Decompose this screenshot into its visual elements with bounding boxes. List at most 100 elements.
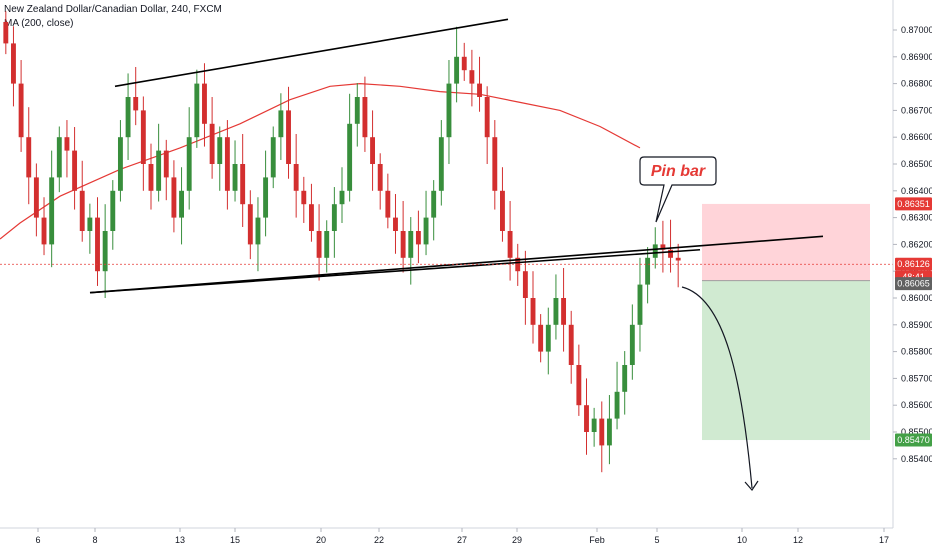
candle-body[interactable]: [240, 164, 246, 205]
candle-body[interactable]: [553, 298, 559, 325]
projection-curve[interactable]: [681, 286, 753, 489]
lower-extension-line[interactable]: [89, 248, 701, 294]
candle-body[interactable]: [522, 271, 528, 298]
candle-body[interactable]: [247, 204, 253, 245]
candle-body[interactable]: [393, 217, 398, 231]
candle-body[interactable]: [354, 97, 360, 124]
candle-body[interactable]: [492, 137, 498, 191]
candle-body[interactable]: [263, 177, 269, 218]
candle-body[interactable]: [95, 217, 100, 272]
open-tag[interactable]: [895, 277, 932, 291]
stop-tag[interactable]: [895, 197, 932, 211]
candle-body[interactable]: [362, 97, 368, 138]
candle-body[interactable]: [148, 164, 154, 191]
candle-body[interactable]: [599, 418, 605, 446]
candle-body[interactable]: [660, 244, 666, 250]
candle-body[interactable]: [438, 137, 444, 191]
candle-body[interactable]: [18, 83, 24, 138]
candle-body[interactable]: [125, 97, 131, 138]
candle-body[interactable]: [576, 365, 582, 406]
candle-body[interactable]: [133, 97, 139, 111]
candle-body[interactable]: [224, 137, 230, 191]
candle-body[interactable]: [156, 150, 162, 191]
take-profit-zone[interactable]: [702, 280, 870, 441]
candle-body[interactable]: [568, 324, 574, 365]
candle-body[interactable]: [545, 324, 551, 352]
candle-body[interactable]: [454, 56, 460, 84]
target-tag[interactable]: [895, 433, 932, 447]
candle-body[interactable]: [614, 391, 620, 419]
candle-body[interactable]: [308, 204, 314, 231]
candle-body[interactable]: [140, 110, 146, 164]
candle-body[interactable]: [538, 324, 544, 352]
candle-body[interactable]: [415, 231, 421, 245]
candle-body[interactable]: [171, 177, 177, 218]
candle-body[interactable]: [72, 150, 78, 191]
candle-body[interactable]: [11, 43, 16, 84]
candle-body[interactable]: [293, 164, 299, 191]
candle-body[interactable]: [56, 137, 62, 178]
candle-body[interactable]: [49, 177, 55, 245]
candle-body[interactable]: [209, 123, 215, 164]
candle-body[interactable]: [629, 324, 635, 365]
candle-body[interactable]: [278, 110, 284, 138]
entry-tag[interactable]: [895, 257, 932, 271]
candle-body[interactable]: [255, 217, 261, 245]
candle-body[interactable]: [408, 231, 414, 258]
candle-body[interactable]: [675, 257, 681, 261]
candle-body[interactable]: [377, 164, 383, 191]
candle-body[interactable]: [217, 137, 223, 164]
candle-body[interactable]: [606, 418, 612, 446]
upper-channel-line[interactable]: [114, 18, 509, 88]
candle-body[interactable]: [347, 123, 353, 191]
candle-body[interactable]: [194, 83, 200, 138]
candle-body[interactable]: [584, 405, 589, 432]
candle-body[interactable]: [163, 150, 169, 178]
candle-body[interactable]: [507, 231, 513, 258]
candle-body[interactable]: [110, 190, 116, 231]
candle-body[interactable]: [316, 231, 322, 258]
candle-body[interactable]: [41, 217, 47, 245]
candle-body[interactable]: [331, 204, 337, 231]
candle-body[interactable]: [117, 137, 123, 191]
stop-loss-zone[interactable]: [702, 203, 870, 281]
candle-body[interactable]: [87, 217, 93, 231]
ma-200-line[interactable]: [0, 82, 641, 240]
candle-body[interactable]: [79, 190, 85, 231]
candle-body[interactable]: [179, 190, 184, 218]
candle-body[interactable]: [64, 137, 70, 151]
candle-body[interactable]: [652, 244, 658, 258]
ma-indicator-label[interactable]: MA (200, close): [4, 18, 74, 29]
candle-body[interactable]: [446, 83, 452, 138]
candle-body[interactable]: [232, 164, 238, 191]
candle-body[interactable]: [431, 190, 437, 218]
candle-body[interactable]: [385, 190, 391, 218]
candle-body[interactable]: [186, 137, 192, 191]
candle-body[interactable]: [469, 70, 475, 84]
candle-body[interactable]: [645, 257, 651, 285]
candle-body[interactable]: [561, 298, 567, 325]
candle-body[interactable]: [400, 231, 406, 258]
candle-body[interactable]: [668, 249, 673, 258]
candle-body[interactable]: [461, 56, 467, 71]
candle-body[interactable]: [3, 21, 9, 44]
candle-body[interactable]: [423, 217, 429, 245]
candle-body[interactable]: [500, 190, 505, 231]
candle-body[interactable]: [102, 231, 108, 272]
candle-body[interactable]: [591, 418, 597, 432]
candle-body[interactable]: [637, 284, 643, 325]
candle-body[interactable]: [477, 83, 482, 97]
candle-body[interactable]: [301, 190, 307, 205]
candle-body[interactable]: [33, 177, 39, 218]
candle-body[interactable]: [324, 231, 330, 258]
candle-body[interactable]: [622, 365, 628, 392]
candle-body[interactable]: [370, 137, 376, 164]
candle-body[interactable]: [286, 110, 291, 164]
candle-body[interactable]: [339, 190, 345, 205]
candle-body[interactable]: [26, 137, 32, 178]
candle-body[interactable]: [270, 137, 276, 178]
candle-body[interactable]: [530, 298, 536, 325]
candle-body[interactable]: [484, 97, 490, 138]
candle-body[interactable]: [202, 83, 207, 124]
